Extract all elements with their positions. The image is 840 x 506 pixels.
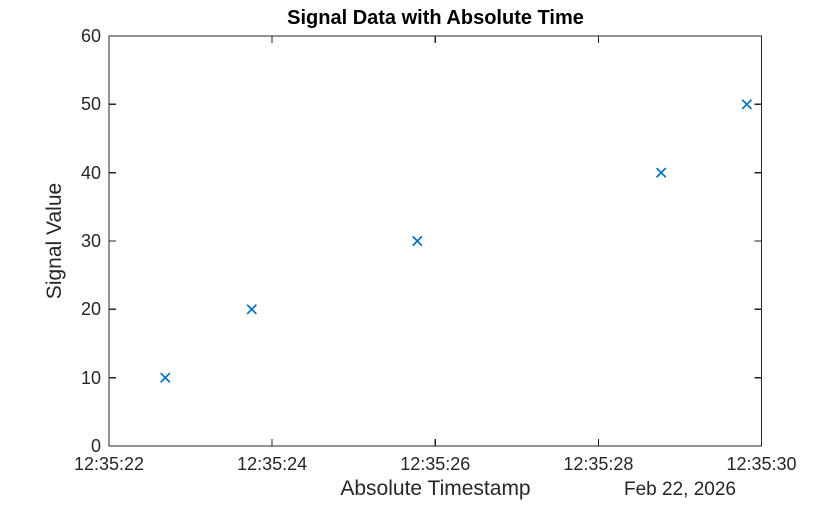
x-tick-label: 12:35:22 [73, 454, 145, 474]
x-tick-label: 12:35:28 [563, 454, 634, 474]
y-tick-label: 30 [80, 231, 101, 251]
y-tick-label: 0 [90, 436, 101, 456]
y-tick-label: 20 [80, 299, 101, 320]
data-point-marker [741, 99, 753, 110]
y-tick-label: 10 [80, 367, 101, 388]
data-point-marker [655, 167, 667, 178]
x-tick-label: 12:35:30 [726, 454, 797, 474]
x-axis-label: Absolute Timestamp [340, 477, 531, 500]
data-point-marker [246, 304, 257, 315]
y-tick-label: 40 [80, 162, 101, 183]
chart-title: Signal Data with Absolute Time [287, 7, 584, 29]
data-point-marker [160, 372, 171, 383]
x-tick-label: 12:35:26 [400, 454, 471, 474]
x-tick-label: 12:35:24 [237, 454, 308, 474]
x-axis-date-label: Feb 22, 2026 [624, 479, 736, 500]
y-tick-label: 50 [80, 94, 101, 115]
y-tick-label: 60 [80, 26, 101, 46]
data-point-marker [412, 235, 423, 247]
axes-box [108, 35, 763, 447]
